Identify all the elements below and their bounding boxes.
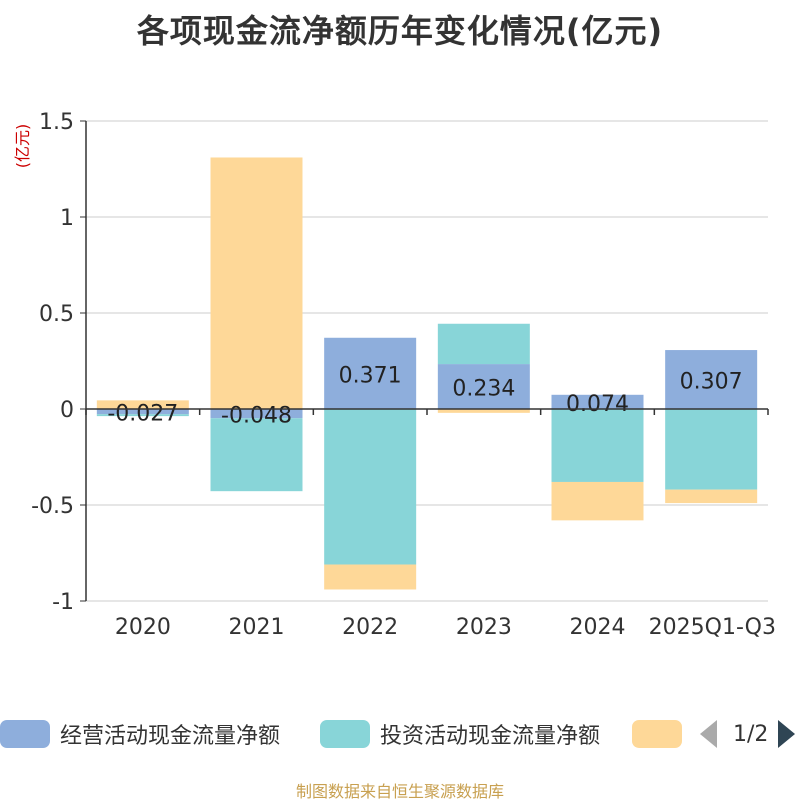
x-tick-label: 2025Q1-Q3 [649, 615, 776, 640]
y-tick-label: -0.5 [31, 494, 74, 519]
legend-swatch-investing [320, 720, 370, 748]
y-tick-label: 0 [60, 398, 74, 423]
data-label: 0.371 [339, 363, 402, 388]
legend-item-operating[interactable]: 经营活动现金流量净额 [0, 716, 280, 752]
data-label: -0.048 [221, 404, 292, 429]
legend-label-investing: 投资活动现金流量净额 [380, 724, 601, 749]
bar-series0 [324, 337, 417, 409]
bar-series1 [96, 414, 189, 417]
legend-pager: 1/2 [700, 716, 796, 752]
bar-series0 [210, 409, 303, 419]
y-tick-label: 1.5 [39, 110, 74, 135]
legend-item-investing[interactable]: 投资活动现金流量净额 [320, 716, 600, 752]
x-tick-label: 2024 [570, 615, 626, 640]
legend-prev-page-icon[interactable] [700, 720, 717, 748]
bar-series2 [551, 481, 644, 521]
legend-label-operating: 经营活动现金流量净额 [60, 724, 281, 749]
y-tick-label: 1 [60, 206, 74, 231]
data-label: 0.234 [452, 377, 515, 402]
bar-series2 [96, 400, 189, 409]
bar-series0 [551, 394, 644, 409]
legend-page-indicator: 1/2 [733, 721, 769, 747]
data-label: 0.307 [680, 370, 743, 395]
bar-series2 [210, 157, 303, 409]
bar-series0 [96, 409, 189, 415]
data-label: -0.027 [107, 402, 178, 427]
bar-series2 [665, 489, 758, 504]
y-tick-label: -1 [52, 590, 74, 615]
bar-series1 [324, 409, 417, 565]
data-label: 0.074 [566, 392, 629, 417]
x-tick-label: 2021 [229, 615, 285, 640]
bar-series0 [437, 364, 530, 409]
legend: 经营活动现金流量净额 投资活动现金流量净额 1/2 [0, 716, 800, 752]
legend-swatch-financing [632, 720, 682, 748]
bar-series0 [665, 350, 758, 409]
chart-plot: 1.5 1 0.5 0 -0.5 -1 (亿元) -0.027 -0.048 0.371 0.234… [13, 110, 776, 640]
legend-item-financing[interactable] [632, 716, 682, 752]
legend-next-page-icon[interactable] [778, 720, 796, 748]
x-tick-label: 2020 [115, 615, 171, 640]
bar-series2 [324, 564, 417, 590]
x-tick-label: 2022 [342, 615, 398, 640]
y-axis-title: (亿元) [13, 124, 32, 169]
source-note: 制图数据来自恒生聚源数据库 [295, 782, 504, 801]
y-tick-label: 0.5 [39, 302, 74, 327]
x-tick-label: 2023 [456, 615, 512, 640]
bar-series1 [551, 409, 644, 482]
bar-series1 [210, 418, 303, 492]
bar-series2 [437, 409, 530, 413]
bar-series1 [437, 323, 530, 365]
chart-title: 各项现金流净额历年变化情况(亿元) [136, 12, 664, 50]
bar-series1 [665, 409, 758, 490]
legend-swatch-operating [0, 720, 50, 748]
